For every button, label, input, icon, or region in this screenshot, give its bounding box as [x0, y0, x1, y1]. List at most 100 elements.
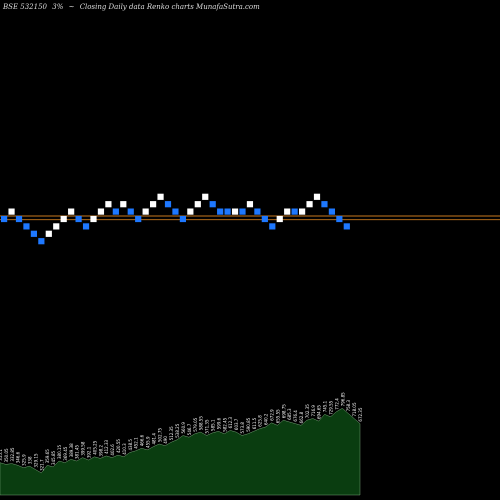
volume-price-label: 716.9: [311, 405, 316, 417]
up-brick: [299, 208, 306, 215]
down-brick: [217, 208, 224, 215]
up-brick: [313, 193, 321, 200]
volume-price-label: 672.35: [358, 407, 363, 421]
volume-price-label: 452.1: [134, 437, 139, 449]
down-brick: [291, 208, 298, 215]
up-brick: [8, 208, 15, 215]
volume-price-label: 685.3: [287, 408, 292, 420]
volume-price-label: 694.65: [317, 405, 322, 419]
volume-price-label: 405.25: [92, 440, 97, 454]
up-brick: [60, 215, 67, 223]
down-brick: [261, 215, 268, 223]
volume-price-label: 571.35: [205, 419, 210, 433]
volume-price-label: 538.25: [175, 423, 180, 437]
up-brick: [90, 215, 97, 223]
volume-price-label: 502.75: [157, 428, 162, 442]
volume-price-label: 389.38: [69, 443, 74, 457]
volume-price-label: 758.3: [346, 399, 351, 411]
chart-header: BSE 532150 3% ~ Closing Daily data Renko…: [3, 3, 263, 11]
volume-price-label: 380.15: [57, 445, 62, 459]
renko-bricks: [1, 193, 350, 245]
down-brick: [224, 208, 231, 215]
volume-price-label: 438.5: [128, 439, 133, 451]
volume-price-label: 588.55: [199, 416, 204, 430]
volume-price-label: 582.45: [222, 417, 227, 431]
down-brick: [343, 223, 350, 230]
up-brick: [284, 208, 291, 215]
up-brick: [246, 201, 254, 208]
down-brick: [23, 223, 30, 230]
volume-price-label: 772.4: [334, 398, 339, 410]
up-brick: [157, 193, 164, 200]
up-brick: [150, 201, 157, 208]
volume-price-label: 672.9: [269, 409, 274, 421]
down-brick: [164, 201, 172, 208]
up-brick: [53, 223, 60, 230]
volume-price-label: 420.55: [116, 439, 121, 453]
volume-price-label: 381.45: [75, 445, 80, 459]
down-brick: [254, 208, 261, 215]
down-brick: [38, 238, 45, 245]
down-brick: [82, 223, 90, 230]
up-brick: [202, 193, 209, 200]
volume-price-label: 599.6: [216, 417, 221, 429]
volume-price-label: 611.5: [252, 417, 257, 429]
volume-price-label: 338: [28, 456, 33, 464]
volume-price-label: 402.6: [110, 444, 115, 456]
volume-price-label: 655.55: [275, 409, 280, 423]
down-brick: [321, 201, 328, 208]
down-brick: [127, 208, 134, 215]
up-brick: [97, 208, 105, 215]
up-brick: [45, 230, 52, 237]
volume-price-label: 410.3: [122, 443, 127, 455]
down-brick: [172, 208, 179, 215]
volume-price-label: 745.1: [323, 400, 328, 412]
volume-price-label: 796.85: [340, 392, 345, 406]
volume-price-label: 466.6: [140, 434, 145, 446]
volume-price-label: 392.1: [87, 446, 92, 458]
volume-area: [0, 408, 361, 496]
volume-price-label: 329.15: [33, 453, 38, 467]
down-brick: [239, 208, 246, 215]
volume-price-label: 573.8: [240, 422, 245, 434]
up-brick: [187, 208, 194, 215]
volume-price-label: 662.8: [299, 411, 304, 423]
volume-price-label: 590.85: [246, 417, 251, 431]
volume-price-label: 729.55: [328, 400, 333, 414]
header-separator: ~: [68, 3, 75, 11]
volume-price-label: 332.85: [10, 447, 15, 461]
volume-price-label: 321.7: [39, 459, 44, 471]
volume-price-label: 612.3: [228, 416, 233, 428]
brick-size-label: 3%: [52, 3, 64, 11]
volume-price-label: 412.33: [104, 439, 109, 453]
symbol-label: BSE 532150: [3, 3, 47, 11]
down-brick: [269, 223, 276, 230]
volume-price-label: 603.7: [234, 418, 239, 430]
volume-price-label: 698.75: [281, 404, 286, 418]
volume-panel: [0, 408, 361, 496]
volume-price-label: 676.4: [293, 410, 298, 422]
down-brick: [179, 215, 186, 223]
volume-price-label: 398.2: [98, 445, 103, 457]
volume-price-label: 490: [163, 436, 168, 444]
down-brick: [75, 215, 82, 223]
volume-price-label: 560.9: [181, 422, 186, 434]
volume-price-label: 369.45: [63, 446, 68, 460]
down-brick: [112, 208, 119, 215]
volume-price-label: 585.1: [210, 419, 215, 431]
volume-price-label: 350.05: [4, 448, 9, 462]
volume-price-label: 640.2: [264, 413, 269, 425]
volume-price-label: 325.9: [22, 454, 27, 466]
chart-subtitle: Closing Daily data Renko charts MunafaSu…: [79, 3, 260, 11]
down-brick: [135, 215, 142, 223]
volume-price-label: 512.35: [169, 426, 174, 440]
up-brick: [105, 201, 112, 208]
reference-lines: [0, 215, 500, 221]
down-brick: [336, 215, 343, 223]
volume-price-label: 481.4: [151, 433, 156, 445]
volume-price-label: 455.9: [146, 436, 151, 448]
down-brick: [209, 201, 216, 208]
volume-price-label: 718.05: [352, 402, 357, 416]
down-brick: [15, 215, 23, 223]
